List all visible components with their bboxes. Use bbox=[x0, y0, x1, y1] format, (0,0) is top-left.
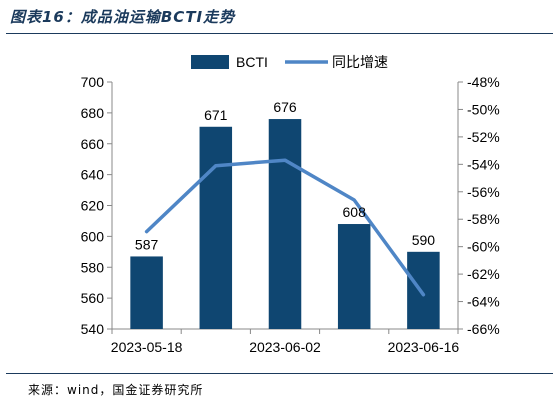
y2-tick-label: -60% bbox=[467, 239, 500, 255]
bar-data-label: 676 bbox=[273, 99, 297, 115]
y2-tick-label: -66% bbox=[467, 321, 500, 337]
y2-tick-label: -52% bbox=[467, 129, 500, 145]
bar-data-label: 608 bbox=[343, 204, 367, 220]
bar bbox=[337, 224, 371, 329]
y2-tick-label: -58% bbox=[467, 211, 500, 227]
bar-data-label: 590 bbox=[412, 232, 436, 248]
source-note: 来源：wind，国金证券研究所 bbox=[28, 383, 204, 397]
bar-data-label: 587 bbox=[135, 236, 159, 252]
y-tick-label: 540 bbox=[81, 321, 105, 337]
bars bbox=[130, 119, 440, 329]
y-tick-label: 660 bbox=[81, 136, 105, 152]
yoy-line bbox=[144, 158, 426, 297]
y2-tick-label: -54% bbox=[467, 156, 500, 172]
y-tick-label: 640 bbox=[81, 167, 105, 183]
y2-tick-label: -48% bbox=[467, 74, 500, 90]
y-tick-label: 680 bbox=[81, 105, 105, 121]
bar bbox=[130, 256, 163, 329]
y2-tick-label: -62% bbox=[467, 266, 500, 282]
bar bbox=[268, 119, 302, 329]
y-tick-label: 580 bbox=[81, 259, 105, 275]
bar-data-label: 671 bbox=[204, 107, 228, 123]
figure-title: 图表16：成品油运输BCTI走势 bbox=[10, 8, 236, 26]
x-tick-label: 2023-05-18 bbox=[111, 339, 183, 355]
y-tick-label: 700 bbox=[81, 74, 105, 90]
x-tick-label: 2023-06-16 bbox=[388, 339, 460, 355]
x-tick-label: 2023-06-02 bbox=[249, 339, 321, 355]
bar bbox=[199, 126, 233, 329]
y2-tick-label: -50% bbox=[467, 101, 500, 117]
title-rule bbox=[6, 33, 553, 34]
legend-label-yoy: 同比增速 bbox=[332, 54, 388, 70]
data-labels: 587 671 676 608 590 bbox=[135, 99, 435, 252]
bottom-rule bbox=[6, 373, 553, 374]
legend-bar-swatch bbox=[191, 55, 229, 69]
y-tick-label: 620 bbox=[81, 198, 105, 214]
bar bbox=[407, 251, 440, 329]
y2-tick-label: -64% bbox=[467, 294, 500, 310]
yoy-line-layer bbox=[144, 158, 426, 297]
legend-label-bcti: BCTI bbox=[236, 54, 268, 70]
y2-tick-label: -56% bbox=[467, 184, 500, 200]
y-tick-label: 560 bbox=[81, 290, 105, 306]
axes: 540 560 580 600 620 640 660 680 700 -66% -64% -62% -… bbox=[81, 74, 500, 355]
y-tick-label: 600 bbox=[81, 228, 105, 244]
legend: BCTI 同比增速 bbox=[191, 54, 388, 70]
